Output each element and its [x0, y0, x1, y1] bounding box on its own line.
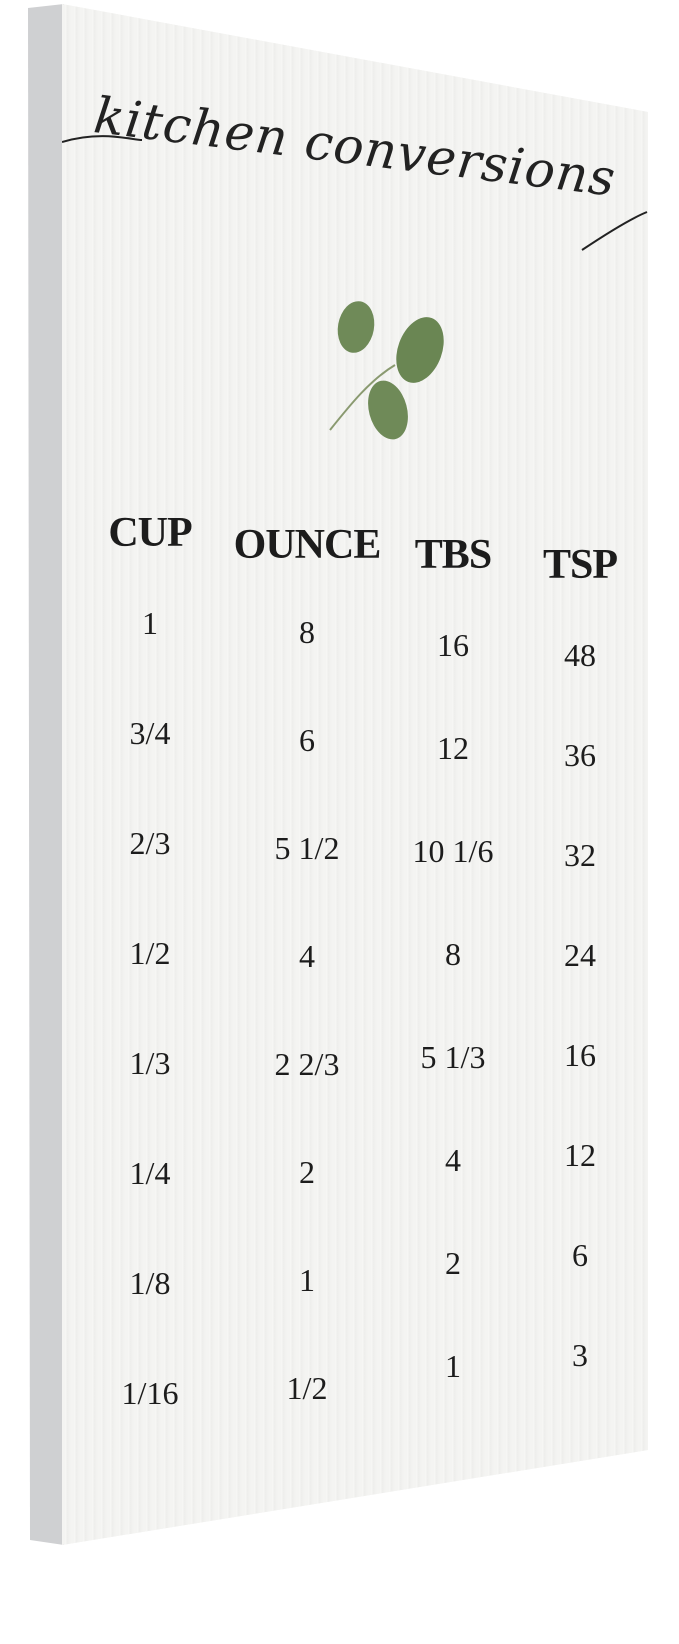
tbs-cell: 10 1/6	[412, 833, 494, 869]
tsp-cell: 16	[564, 1037, 596, 1073]
tbs-cell: 5 1/3	[420, 1039, 486, 1075]
tsp-cell: 6	[572, 1237, 588, 1273]
cup-cell: 2/3	[129, 825, 171, 861]
tsp-cell: 32	[564, 837, 596, 873]
cup-cell: 3/4	[129, 715, 171, 751]
tsp-cell: 12	[564, 1137, 596, 1173]
ounce-cell: 2	[299, 1154, 315, 1190]
header-tbs: TBS	[414, 532, 492, 578]
cup-cell: 1/8	[129, 1265, 171, 1301]
tbs-cell: 16	[437, 627, 469, 663]
tsp-cell: 36	[564, 737, 596, 773]
cup-cell: 1/3	[129, 1045, 171, 1081]
cup-cell: 1/2	[129, 935, 171, 971]
ounce-cell: 4	[299, 938, 315, 974]
eucalyptus-leaf-icon	[329, 301, 444, 440]
ounce-cell: 5 1/2	[274, 830, 340, 866]
header-ounce: OUNCE	[233, 522, 382, 568]
ounce-cell: 8	[299, 614, 315, 650]
tbs-cell: 4	[445, 1142, 461, 1178]
cup-cell: 1/16	[121, 1375, 179, 1411]
ounce-cell: 6	[299, 722, 315, 758]
tbs-column: TBS 16 12 10 1/6 8 5 1/3 4 2 1	[388, 530, 518, 1449]
tsp-column: TSP 48 36 32 24 16 12 6 3	[515, 540, 645, 1435]
tbs-cell: 8	[445, 936, 461, 972]
tsp-cell: 48	[564, 637, 596, 673]
cup-column: CUP 1 3/4 2/3 1/2 1/3 1/4 1/8 1/16	[85, 508, 215, 1483]
tbs-cell: 12	[437, 730, 469, 766]
title-swoosh	[62, 135, 648, 251]
cup-cell: 1/4	[129, 1155, 171, 1191]
tbs-cell: 1	[445, 1348, 461, 1384]
ounce-cell: 2 2/3	[274, 1046, 340, 1082]
ounce-column: OUNCE 8 6 5 1/2 4 2 2/3 2 1 1/2	[232, 520, 382, 1476]
tsp-cell: 24	[564, 937, 596, 973]
tsp-cell: 3	[572, 1337, 588, 1373]
cup-cell: 1	[142, 605, 158, 641]
ounce-cell: 1	[299, 1262, 315, 1298]
tbs-cell: 2	[445, 1245, 461, 1281]
ounce-cell: 1/2	[286, 1370, 328, 1406]
header-cup: CUP	[108, 510, 192, 556]
header-tsp: TSP	[542, 542, 618, 588]
